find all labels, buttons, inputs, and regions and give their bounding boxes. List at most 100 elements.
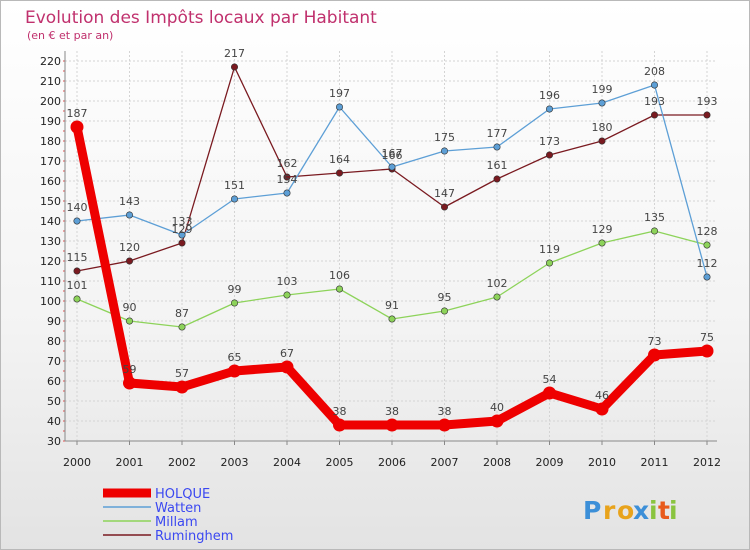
x-tick-label-2005: 2005	[326, 456, 354, 469]
data-label-ruminghem-2002: 129	[172, 223, 193, 236]
data-label-millam-2009: 119	[539, 243, 560, 256]
data-point-watten-2012	[703, 273, 711, 281]
data-point-millam-2004	[283, 291, 291, 299]
data-point-watten-2001	[126, 211, 134, 219]
data-label-holque-2004: 67	[280, 347, 294, 360]
logo-letter-4: i	[649, 496, 658, 525]
legend-label-millam: Millam	[155, 515, 198, 530]
data-point-millam-2010	[598, 239, 606, 247]
data-labels: 115 120 129 217 162 164 166 147 161 173 180 193 193 1…	[67, 47, 718, 418]
data-label-millam-2006: 91	[385, 299, 399, 312]
data-label-holque-2012: 75	[700, 331, 714, 344]
data-label-millam-2011: 135	[644, 211, 665, 224]
x-tick-label-2003: 2003	[221, 456, 249, 469]
legend-label-watten: Watten	[155, 501, 201, 516]
data-label-watten-2009: 196	[539, 89, 560, 102]
logo-letter-6: i	[669, 496, 678, 525]
data-point-ruminghem-2002	[178, 239, 186, 247]
data-point-ruminghem-2012	[703, 111, 711, 119]
data-label-ruminghem-2005: 164	[329, 153, 350, 166]
data-label-watten-2005: 197	[329, 87, 350, 100]
data-label-millam-2000: 101	[67, 279, 88, 292]
data-point-holque-2010	[595, 402, 609, 416]
y-tick-label-210: 210	[40, 75, 61, 88]
x-tick-label-2000: 2000	[63, 456, 91, 469]
data-label-holque-2011: 73	[648, 335, 662, 348]
data-point-watten-2000	[73, 217, 81, 225]
data-label-holque-2001: 59	[123, 363, 137, 376]
x-tick-label-2011: 2011	[641, 456, 669, 469]
data-point-watten-2009	[545, 105, 553, 113]
data-point-millam-2005	[335, 285, 343, 293]
data-point-holque-2009	[543, 386, 556, 400]
data-point-millam-2011	[650, 227, 658, 235]
x-tick-label-2010: 2010	[588, 456, 616, 469]
y-tick-label-50: 50	[47, 395, 61, 408]
y-tick-label-30: 30	[47, 435, 61, 448]
y-tick-label-100: 100	[40, 295, 61, 308]
data-label-holque-2002: 57	[175, 367, 189, 380]
data-label-ruminghem-2007: 147	[434, 187, 455, 200]
data-point-watten-2002	[178, 231, 186, 239]
data-point-holque-2008	[490, 414, 504, 428]
chart-subtitle: (en € et par an)	[27, 29, 113, 42]
x-tick-label-2004: 2004	[273, 456, 301, 469]
y-tick-label-120: 120	[40, 255, 61, 268]
data-label-watten-2008: 177	[487, 127, 508, 140]
data-point-ruminghem-2000	[73, 267, 81, 275]
data-label-ruminghem-2012: 193	[697, 95, 718, 108]
data-label-millam-2010: 129	[592, 223, 613, 236]
data-label-holque-2000: 187	[67, 107, 88, 120]
data-point-holque-2004	[280, 360, 294, 374]
x-tick-label-2007: 2007	[431, 456, 459, 469]
data-label-ruminghem-2000: 115	[67, 251, 88, 264]
y-tick-label-110: 110	[40, 275, 61, 288]
data-point-millam-2000	[73, 295, 81, 303]
data-point-holque-2005	[333, 418, 346, 432]
data-label-watten-2010: 199	[592, 83, 613, 96]
y-tick-label-200: 200	[40, 95, 61, 108]
y-tick-label-70: 70	[47, 355, 61, 368]
data-point-millam-2012	[703, 241, 711, 249]
data-label-ruminghem-2008: 161	[487, 159, 508, 172]
data-label-millam-2002: 87	[175, 307, 189, 320]
data-point-holque-2001	[123, 376, 136, 390]
data-point-ruminghem-2004	[283, 173, 291, 181]
data-label-ruminghem-2003: 217	[224, 47, 245, 60]
data-label-millam-2007: 95	[438, 291, 452, 304]
logo-letter-5: t	[658, 496, 670, 525]
data-label-watten-2011: 208	[644, 65, 665, 78]
data-label-millam-2005: 106	[329, 269, 350, 282]
data-label-watten-2001: 143	[119, 195, 140, 208]
chart-grid	[65, 51, 717, 442]
legend-label-ruminghem: Ruminghem	[155, 529, 233, 544]
data-point-holque-2003	[228, 364, 241, 378]
data-point-millam-2003	[231, 299, 239, 307]
logo-letter-0: P	[583, 496, 601, 525]
data-label-millam-2004: 103	[277, 275, 298, 288]
data-point-ruminghem-2003	[231, 63, 239, 71]
data-label-holque-2008: 40	[490, 401, 504, 414]
x-tick-label-2008: 2008	[483, 456, 511, 469]
data-point-holque-2011	[648, 348, 661, 362]
data-label-ruminghem-2004: 162	[277, 157, 298, 170]
data-point-watten-2004	[283, 189, 291, 197]
data-point-ruminghem-2005	[335, 169, 343, 177]
data-point-ruminghem-2009	[545, 151, 553, 159]
y-tick-label-190: 190	[40, 115, 61, 128]
data-point-millam-2008	[493, 293, 501, 301]
data-label-millam-2001: 90	[123, 301, 137, 314]
data-label-holque-2010: 46	[595, 389, 609, 402]
data-label-ruminghem-2001: 120	[119, 241, 140, 254]
data-point-ruminghem-2008	[493, 175, 501, 183]
data-label-ruminghem-2010: 180	[592, 121, 613, 134]
x-tick-label-2002: 2002	[168, 456, 196, 469]
data-label-holque-2006: 38	[385, 405, 399, 418]
data-point-holque-2007	[438, 418, 451, 432]
data-label-holque-2003: 65	[228, 351, 242, 364]
data-point-ruminghem-2010	[598, 137, 606, 145]
logo-letter-2: o	[617, 496, 634, 525]
chart-title: Evolution des Impôts locaux par Habitant	[25, 8, 377, 28]
